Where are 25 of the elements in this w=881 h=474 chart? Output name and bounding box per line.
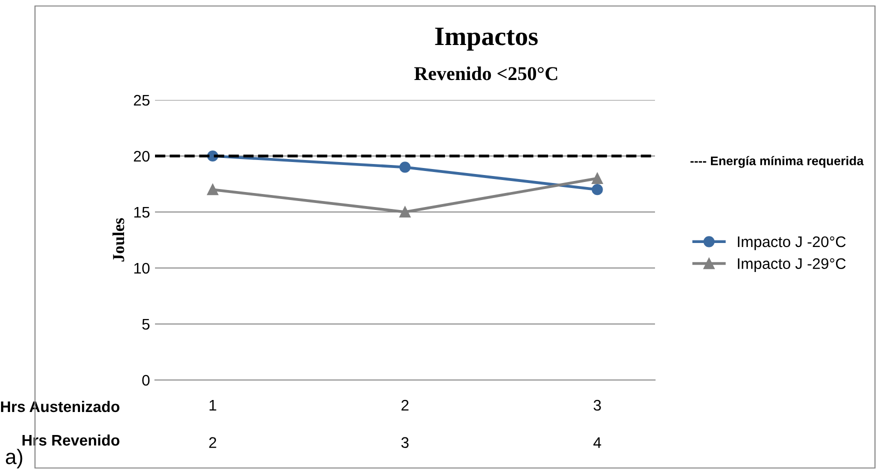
text: 3 bbox=[401, 437, 409, 448]
chart-subtitle: Revenido <250°C bbox=[414, 66, 558, 80]
y-tick-label: 0 bbox=[142, 374, 150, 386]
y-tick-label: 15 bbox=[134, 207, 150, 218]
point bbox=[207, 184, 218, 196]
y-tick-label: 5 bbox=[142, 319, 150, 330]
text: 4 bbox=[593, 437, 602, 448]
y-tick-label: 10 bbox=[134, 262, 150, 274]
point bbox=[399, 206, 411, 218]
point bbox=[592, 184, 603, 196]
y-tick-label: 25 bbox=[134, 94, 150, 106]
text: a) bbox=[6, 448, 22, 468]
x-tick-label: 3 bbox=[594, 400, 601, 411]
point bbox=[592, 172, 603, 184]
text: 2 bbox=[209, 437, 216, 448]
y-tick-label: 20 bbox=[134, 150, 150, 162]
x-tick-label: 2 bbox=[402, 400, 408, 411]
legend-label: Impacto J -29°C bbox=[738, 258, 846, 272]
ref-line-label: ---- Energía mínima requerida bbox=[690, 156, 864, 168]
x-tick-label: 1 bbox=[210, 400, 216, 411]
point bbox=[399, 162, 411, 173]
y-axis-title: Joules bbox=[112, 218, 124, 262]
legend-label: Impacto J -20°C bbox=[738, 236, 846, 250]
text: Hrs Austenizado bbox=[1, 400, 120, 412]
chart-title: Impactos bbox=[435, 28, 538, 51]
